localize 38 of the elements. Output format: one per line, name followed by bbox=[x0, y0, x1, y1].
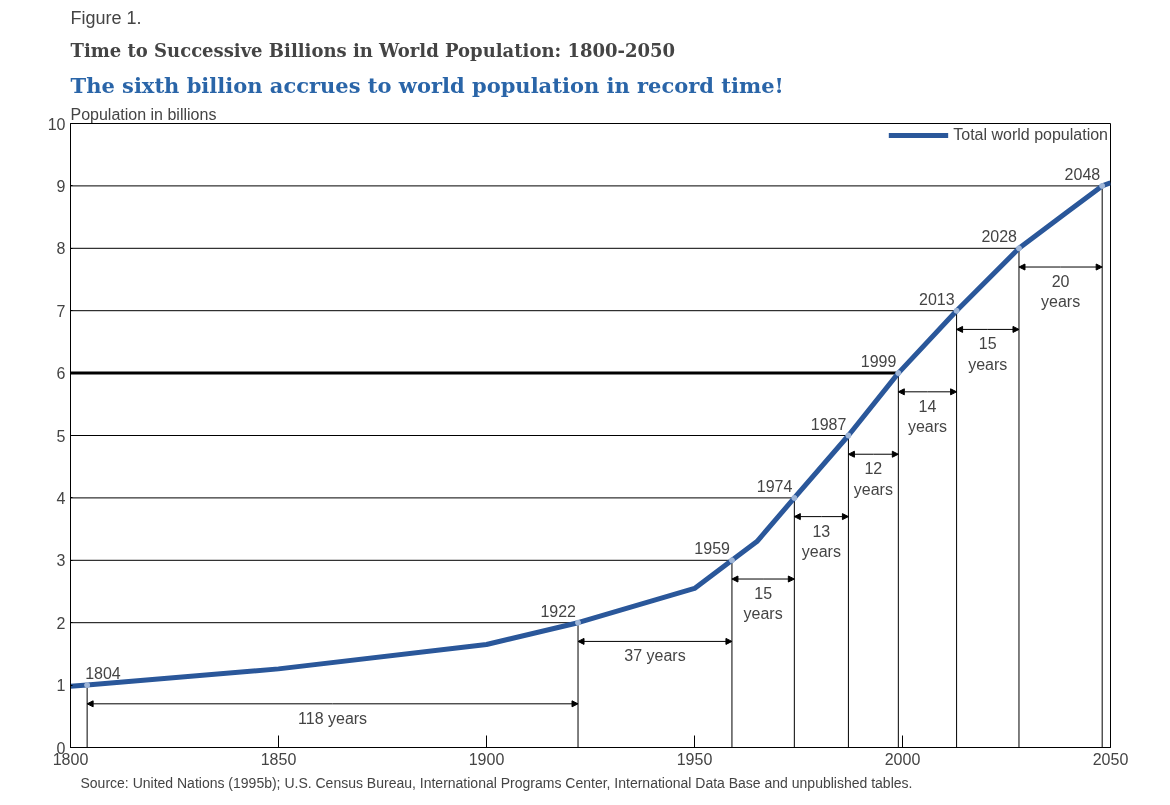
y-tick-label: 3 bbox=[56, 552, 66, 570]
annotation: 2013 bbox=[918, 290, 955, 308]
chart-title: Time to Successive Billions in World Population: 1800-2050 bbox=[70, 39, 676, 61]
annotation: 15 years bbox=[743, 585, 783, 623]
annotation: 1959 bbox=[694, 540, 731, 558]
annotation: 1922 bbox=[540, 602, 577, 620]
annotation: 118 years bbox=[298, 709, 368, 727]
y-tick-label: 1 bbox=[56, 677, 66, 695]
y-tick-label: 2 bbox=[56, 614, 66, 632]
y-tick-label: 4 bbox=[56, 489, 66, 507]
y-tick-label: 8 bbox=[56, 240, 66, 258]
y-tick-label: 6 bbox=[56, 365, 66, 383]
legend-label: Total world population bbox=[953, 126, 1108, 144]
annotation: 14 years bbox=[907, 397, 948, 436]
annotation: 1974 bbox=[756, 477, 793, 495]
annotation: 13 years bbox=[801, 522, 841, 561]
x-tick-label: 1850 bbox=[260, 750, 297, 768]
annotation: 1804 bbox=[85, 665, 121, 683]
source-note: Source: United Nations (1995b); U.S. Census Bureau, International Programs Center, International Data Base and unpublished tables. bbox=[80, 774, 913, 791]
annotation: 1987 bbox=[810, 415, 847, 433]
y-tick-label: 7 bbox=[56, 302, 66, 320]
caption: Figure 1. bbox=[70, 7, 142, 28]
annotation: 20 years bbox=[1041, 273, 1081, 311]
chart-subtitle: The sixth billion accrues to world population in record time! bbox=[70, 72, 784, 98]
annotation: 37 years bbox=[624, 647, 686, 665]
annotation: 12 years bbox=[853, 460, 893, 498]
annotation: 1999 bbox=[860, 353, 897, 371]
x-tick-label: 2050 bbox=[1092, 750, 1129, 768]
x-tick-label: 1950 bbox=[676, 750, 713, 768]
y-tick-label: 9 bbox=[56, 177, 66, 195]
x-tick-label: 1900 bbox=[468, 750, 505, 768]
y-tick-label: 5 bbox=[56, 427, 66, 445]
y-axis-title: Population in billions bbox=[70, 105, 217, 123]
annotation: 15 years bbox=[968, 335, 1008, 373]
annotation: 2028 bbox=[981, 228, 1018, 246]
y-tick-label: 10 bbox=[47, 115, 66, 133]
annotation: 2048 bbox=[1064, 165, 1101, 183]
x-tick-label: 2000 bbox=[884, 750, 921, 768]
